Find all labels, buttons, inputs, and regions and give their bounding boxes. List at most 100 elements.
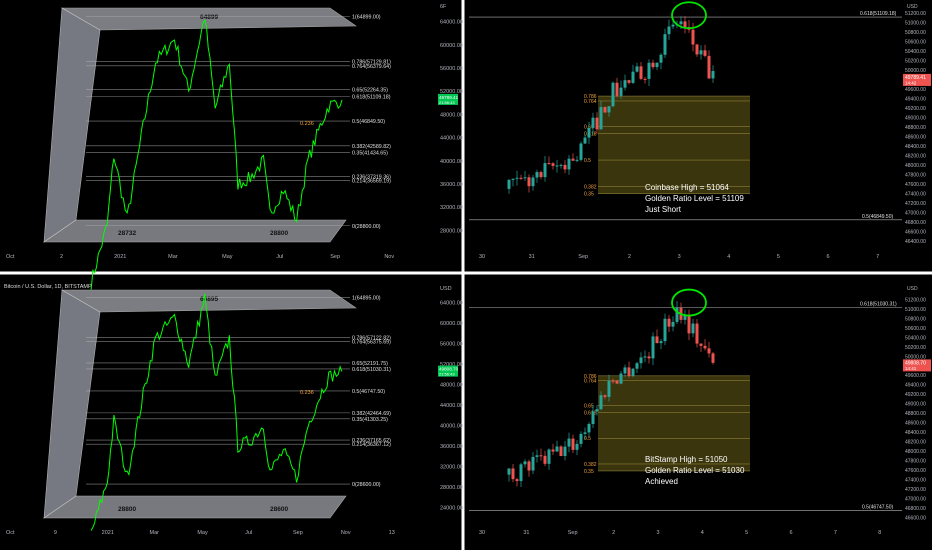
y-tick-label: 46800.00 bbox=[905, 506, 926, 512]
y-tick-label: 49000.00 bbox=[905, 115, 926, 121]
y-axis-header: 6F bbox=[440, 4, 447, 10]
candle-body bbox=[575, 443, 579, 450]
candle-body bbox=[611, 82, 615, 107]
fib-zone bbox=[598, 96, 750, 194]
x-tick-label: 2 bbox=[60, 254, 63, 260]
y-tick-label: 51000.00 bbox=[905, 307, 926, 313]
fib-level-label: 0.214(36367.12) bbox=[352, 442, 391, 448]
y-tick-label: 50400.00 bbox=[905, 49, 926, 55]
candle-body bbox=[579, 143, 583, 160]
y-tick-label: 47600.00 bbox=[905, 468, 926, 474]
x-tick-label: 2 bbox=[612, 530, 615, 536]
x-tick-label: Oct bbox=[6, 254, 15, 260]
y-tick-label: 49200.00 bbox=[905, 106, 926, 112]
candle-body bbox=[691, 29, 695, 45]
y-axis-header: USD bbox=[440, 286, 452, 292]
candle-body bbox=[527, 177, 531, 187]
y-tick-label: 46800.00 bbox=[905, 220, 926, 226]
fib-level-label: 0.786(57122.82) bbox=[352, 336, 391, 342]
fib-low-label: 28800 bbox=[118, 506, 136, 513]
candle-body bbox=[659, 341, 663, 344]
candle-body bbox=[635, 363, 639, 369]
fib-5-label: 0.5(46747.50) bbox=[862, 504, 893, 510]
fib-zone-label: 0.35 bbox=[584, 469, 594, 475]
fib-zone-label: 0.382 bbox=[584, 462, 597, 468]
candle-body bbox=[683, 21, 687, 28]
annotation-text: Achieved bbox=[645, 477, 678, 486]
annotation-text: Golden Ratio Level = 51109 bbox=[645, 194, 744, 203]
candle-body bbox=[587, 424, 591, 433]
y-tick-label: 47800.00 bbox=[905, 173, 926, 179]
x-tick-label: 30 bbox=[479, 254, 485, 260]
candle-body bbox=[651, 62, 655, 68]
fib-level-label: 0.65(52191.75) bbox=[352, 361, 388, 367]
candle-body bbox=[667, 26, 671, 35]
last-price-badge bbox=[903, 359, 931, 372]
fib-zone-label: 0.5 bbox=[584, 158, 591, 164]
candle-body bbox=[551, 163, 555, 166]
y-tick-label: 48000.00 bbox=[905, 449, 926, 455]
candle-body bbox=[679, 21, 683, 25]
x-tick-label: 7 bbox=[834, 530, 837, 536]
fib-plane-top bbox=[60, 7, 357, 31]
fib-low-label: 28600 bbox=[270, 506, 288, 513]
candle-body bbox=[511, 468, 515, 480]
candle-body bbox=[527, 461, 531, 471]
last-price-time: 14:41 bbox=[905, 366, 917, 371]
last-price-label: 49789.41 bbox=[439, 95, 459, 100]
fib-level-label: 0.618(51109.18) bbox=[352, 94, 391, 100]
candle-body bbox=[599, 395, 603, 410]
x-tick-label: Nov bbox=[341, 530, 351, 536]
candle-body bbox=[663, 34, 667, 55]
candle-body bbox=[559, 164, 563, 166]
y-tick-label: 40000.00 bbox=[440, 159, 463, 165]
candle-body bbox=[671, 321, 675, 327]
candle-body bbox=[703, 50, 707, 56]
y-tick-label: 50200.00 bbox=[905, 58, 926, 64]
x-tick-label: Sep bbox=[568, 530, 578, 536]
fib-plane-bottom bbox=[43, 495, 347, 519]
y-tick-label: 32000.00 bbox=[440, 205, 463, 211]
x-tick-label: 9 bbox=[54, 530, 57, 536]
y-tick-label: 49400.00 bbox=[905, 383, 926, 389]
fib-level-label: 0.618(51030.31) bbox=[352, 367, 391, 373]
y-tick-label: 49400.00 bbox=[905, 96, 926, 102]
y-tick-label: 52000.00 bbox=[440, 362, 463, 368]
x-tick-label: 6 bbox=[827, 254, 830, 260]
y-tick-label: 48000.00 bbox=[440, 112, 463, 118]
y-tick-label: 46400.00 bbox=[905, 239, 926, 245]
candle-body bbox=[675, 307, 679, 322]
annotation-text: Golden Ratio Level = 51030 bbox=[645, 466, 745, 475]
candle-body bbox=[619, 373, 623, 384]
y-tick-label: 28000.00 bbox=[440, 485, 463, 491]
candle-body bbox=[583, 432, 587, 434]
y-tick-label: 50800.00 bbox=[905, 30, 926, 36]
y-tick-label: 48800.00 bbox=[905, 411, 926, 417]
y-tick-label: 40000.00 bbox=[440, 424, 463, 430]
fib-low-label: 28732 bbox=[118, 230, 136, 237]
candle-body bbox=[619, 87, 623, 96]
candle-body bbox=[515, 479, 519, 482]
candle-body bbox=[615, 82, 619, 96]
y-tick-label: 36000.00 bbox=[440, 444, 463, 450]
candle-body bbox=[711, 71, 715, 79]
candle-body bbox=[639, 357, 643, 364]
x-tick-label: Sep bbox=[293, 530, 303, 536]
x-tick-label: 13 bbox=[389, 530, 395, 536]
candle-body bbox=[551, 449, 555, 452]
fib-plane-top bbox=[60, 289, 357, 313]
candle-body bbox=[663, 318, 667, 342]
y-tick-label: 47200.00 bbox=[905, 201, 926, 207]
last-price-label: 49808.70 bbox=[905, 360, 926, 366]
candle-body bbox=[643, 356, 647, 358]
y-tick-label: 47200.00 bbox=[905, 487, 926, 493]
fib-level-label: 0.5(46747.50) bbox=[352, 389, 385, 395]
y-tick-label: 49200.00 bbox=[905, 392, 926, 398]
candle-body bbox=[639, 66, 643, 79]
x-tick-label: Sep bbox=[330, 254, 340, 260]
y-tick-label: 48200.00 bbox=[905, 154, 926, 160]
last-price-badge bbox=[438, 93, 458, 105]
x-tick-label: 7 bbox=[876, 254, 879, 260]
candle-body bbox=[595, 409, 599, 412]
